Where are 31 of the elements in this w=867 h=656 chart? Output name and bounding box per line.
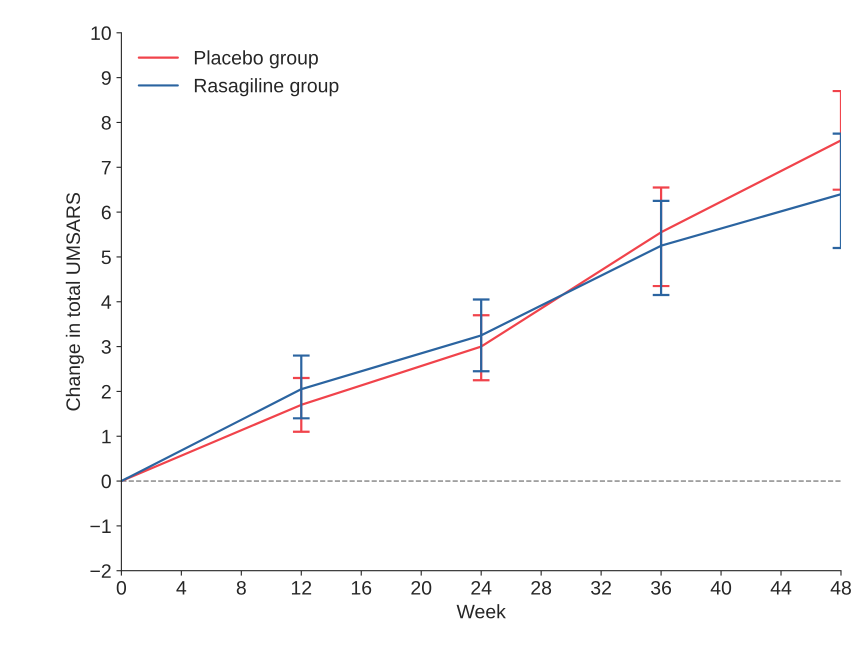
x-tick-label: 12 [292, 580, 312, 595]
x-tick-label: 16 [352, 580, 372, 595]
line-series [121, 139, 841, 482]
x-tick-label: 0 [116, 580, 126, 595]
y-tick-label: 0 [102, 474, 111, 488]
x-tick-label: 32 [591, 580, 611, 595]
y-tick-label: 6 [102, 206, 111, 220]
y-tick-label: 10 [92, 26, 111, 40]
y-tick-label: 2 [102, 384, 111, 398]
y-tick-label: 5 [102, 250, 111, 264]
x-tick-label: 20 [411, 580, 432, 595]
x-tick-label: 44 [770, 581, 792, 595]
x-axis-title: Week [456, 604, 506, 618]
x-tick-label: 8 [236, 580, 246, 595]
y-tick-label: 4 [101, 295, 112, 309]
legend-label: Rasagiline group [194, 78, 338, 96]
y-tick-label: 9 [102, 71, 111, 85]
y-tick-label: 8 [102, 116, 111, 130]
y-axis-title: Change in total UMSARS [66, 192, 84, 410]
y-tick-label: −2 [90, 564, 111, 578]
x-tick-label: 48 [830, 580, 851, 595]
y-tick-label: 7 [102, 160, 111, 174]
y-tick-label: 3 [102, 340, 111, 354]
legend-label: Placebo group [194, 50, 318, 68]
y-tick-label: −1 [90, 520, 111, 533]
x-tick-label: 36 [651, 580, 672, 595]
x-tick-label: 24 [471, 580, 492, 595]
x-tick-label: 40 [710, 580, 732, 595]
x-tick-label: 28 [531, 580, 552, 595]
y-tick-label: 1 [102, 430, 111, 444]
x-tick-label: 4 [176, 581, 186, 595]
